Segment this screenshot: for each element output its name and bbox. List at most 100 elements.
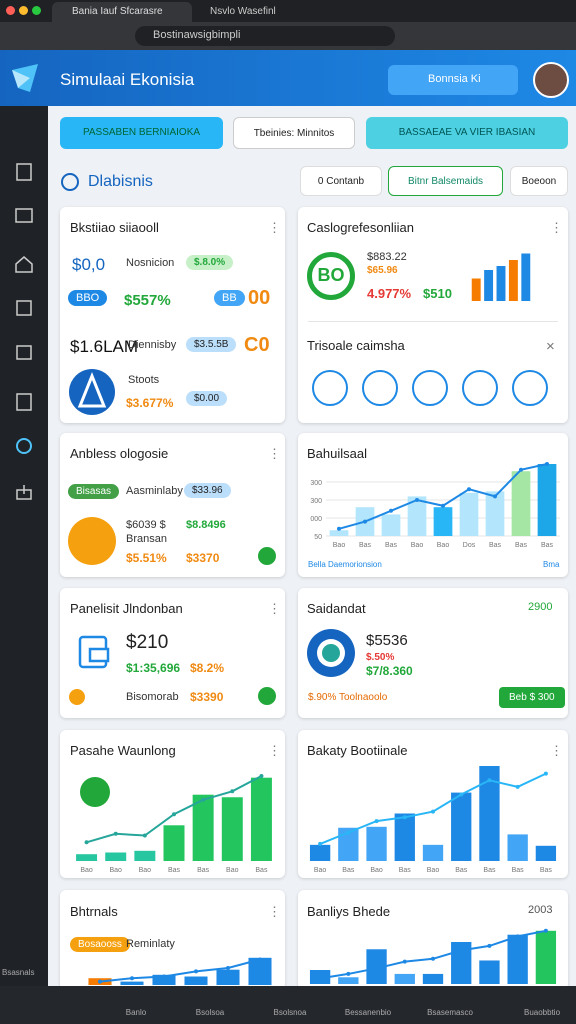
- side-icon[interactable]: [14, 482, 34, 502]
- point: [431, 809, 435, 814]
- nav-item[interactable]: Banlo: [125, 1008, 147, 1017]
- badge: BO: [307, 252, 355, 300]
- card-menu[interactable]: ⋮: [268, 601, 281, 616]
- card-menu[interactable]: ⋮: [268, 743, 281, 758]
- side-icon[interactable]: [14, 206, 34, 226]
- action-chip[interactable]: Beb $ 300: [499, 687, 565, 708]
- bar: [407, 496, 427, 536]
- url-field[interactable]: Bostinawsigbimpli: [135, 26, 395, 46]
- stat-label: Diennisby: [128, 339, 177, 351]
- tool-icon[interactable]: [462, 370, 498, 406]
- tool-icon[interactable]: [312, 370, 348, 406]
- line: [99, 958, 261, 983]
- nav-item[interactable]: Bsolsoa: [195, 1008, 225, 1017]
- card-title: Panelisit Jlndonban: [70, 601, 183, 616]
- x-tick-label: Bao: [314, 867, 327, 874]
- y-tick-label: 300: [310, 498, 322, 505]
- action-button[interactable]: BASSAEAE VA VIER IBASIAN: [366, 117, 568, 149]
- side-icon[interactable]: [14, 254, 34, 274]
- nav-item[interactable]: Bsasemasco: [427, 1008, 473, 1017]
- card-menu[interactable]: ⋮: [550, 743, 563, 758]
- window-dot[interactable]: [32, 6, 41, 15]
- window-dot[interactable]: [6, 6, 15, 15]
- x-tick-label: Bas: [512, 867, 525, 874]
- filter-tab[interactable]: Bitnr Balsemaids: [388, 166, 503, 196]
- divider: [16, 393, 32, 411]
- card-menu[interactable]: ⋮: [268, 446, 281, 461]
- bar: [496, 266, 506, 301]
- point: [519, 467, 523, 472]
- point: [98, 979, 102, 984]
- divider: [61, 173, 79, 191]
- divider: [16, 163, 32, 181]
- search-button[interactable]: Bonnsia Ki: [388, 65, 518, 95]
- tool-icon[interactable]: [412, 370, 448, 406]
- bar: [422, 844, 444, 861]
- side-icon[interactable]: [14, 436, 34, 456]
- point: [230, 789, 235, 794]
- stat-label: Reminlaty: [126, 938, 175, 950]
- bar: [216, 969, 240, 985]
- stat: $0,0: [72, 255, 106, 274]
- card-title: Bahuilsaal: [307, 446, 367, 461]
- card-menu[interactable]: ⋮: [550, 220, 563, 235]
- x-tick-label: Bas: [515, 542, 528, 549]
- bar: [511, 471, 531, 536]
- bar: [394, 813, 415, 861]
- stat: $5.51%: [126, 551, 167, 565]
- chart-icon: [80, 777, 110, 807]
- x-tick-label: Bas: [342, 867, 355, 874]
- side-icon[interactable]: [14, 392, 34, 412]
- stat: 4.977%: [367, 286, 412, 301]
- filter-tab[interactable]: Boeoon: [510, 166, 568, 196]
- point: [459, 948, 464, 953]
- section-icon: [61, 173, 79, 191]
- close[interactable]: ×: [546, 338, 555, 355]
- side-icon[interactable]: [14, 298, 34, 318]
- bar: [76, 854, 98, 861]
- filter-tab[interactable]: 0 Contanb: [300, 166, 382, 196]
- stat-chip: $.8.0%: [186, 255, 234, 270]
- card-menu[interactable]: ⋮: [268, 904, 281, 919]
- coin: [69, 689, 85, 705]
- tool-icon[interactable]: [512, 370, 548, 406]
- bar: [535, 845, 557, 861]
- side-icon[interactable]: [14, 162, 34, 182]
- y-tick-label: 300: [310, 480, 322, 487]
- new-tab[interactable]: Nsvlo Wasefinl: [210, 6, 276, 17]
- nav-item[interactable]: Bsolsnoa: [273, 1008, 307, 1017]
- stat: $1.6LAM: [70, 337, 139, 356]
- bar: [192, 794, 214, 861]
- point: [346, 830, 351, 835]
- bar: [366, 826, 387, 861]
- action-button[interactable]: Tbeinies: Minnitos: [233, 117, 355, 149]
- bar: [105, 852, 127, 861]
- point: [130, 976, 134, 981]
- divider: [16, 345, 32, 360]
- x-tick-label: Bas: [359, 542, 372, 549]
- browser-tab[interactable]: Bania Iauf Sfcarasre: [52, 2, 192, 22]
- bar: [433, 507, 453, 536]
- bar: [338, 827, 359, 861]
- bar: [394, 973, 415, 984]
- tool-icon[interactable]: [362, 370, 398, 406]
- point: [259, 774, 264, 778]
- card-menu[interactable]: ⋮: [268, 220, 281, 235]
- stat-chip: BBO: [68, 290, 108, 306]
- card-title: Trisoale caimsha: [307, 338, 405, 353]
- point: [487, 778, 492, 783]
- bar: [309, 844, 331, 861]
- stat-icon: [78, 635, 110, 669]
- side-icon[interactable]: [14, 342, 34, 362]
- card-title: Bhtrnals: [70, 904, 118, 919]
- action-button[interactable]: PASSABEN BERNIAIOKA: [60, 117, 223, 149]
- window-dot[interactable]: [19, 6, 28, 15]
- bar: [250, 777, 272, 861]
- divider: [16, 485, 32, 500]
- point: [515, 934, 520, 939]
- avatar[interactable]: [533, 62, 569, 98]
- nav-item[interactable]: Bessanenbio: [344, 1008, 392, 1017]
- x-tick-label: Bas: [385, 542, 398, 549]
- divider: [322, 644, 340, 662]
- nav-item[interactable]: Buaobbtio: [523, 1008, 561, 1017]
